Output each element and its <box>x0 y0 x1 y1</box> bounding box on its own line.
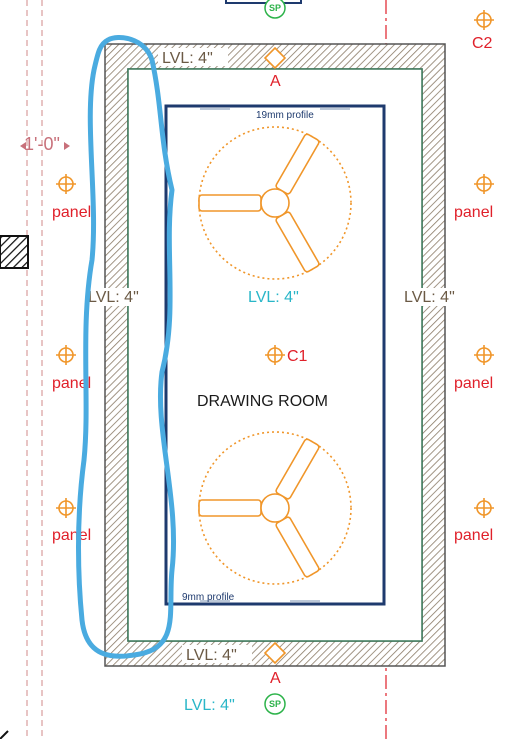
profile-label-top: 19mm profile <box>256 110 314 121</box>
level-label-top: LVL: 4" <box>162 50 213 67</box>
panel-label: panel <box>454 375 493 392</box>
top-partial-element <box>225 0 302 4</box>
corner-fragment <box>0 730 9 739</box>
sp-label-bottom: SP <box>269 699 281 709</box>
ceiling-fan-icon <box>198 126 352 280</box>
panel-light-icon <box>474 174 494 194</box>
marker-label-bottom: A <box>270 670 281 687</box>
panel-light-icon <box>56 174 76 194</box>
panel-label: panel <box>454 527 493 544</box>
annotation-markup <box>76 35 177 659</box>
panel-label: panel <box>52 204 91 221</box>
section-marker-icon <box>263 641 287 665</box>
panel-light-icon <box>474 345 494 365</box>
panel-label: panel <box>454 204 493 221</box>
light-point-icon <box>265 345 285 365</box>
sp-label-top: SP <box>269 3 281 13</box>
level-label-left: LVL: 4" <box>88 289 139 306</box>
panel-light-icon <box>474 498 494 518</box>
switch-point-icon: SP <box>264 693 286 715</box>
panel-label: panel <box>52 527 91 544</box>
panel-light-icon <box>56 498 76 518</box>
level-bg <box>182 645 252 663</box>
light-label-c2: C2 <box>472 35 493 52</box>
level-label-center: LVL: 4" <box>248 289 299 306</box>
switch-point-icon: SP <box>264 0 286 19</box>
panel-light-icon <box>56 345 76 365</box>
column-block <box>0 235 29 269</box>
room-name: DRAWING ROOM <box>197 393 328 410</box>
marker-label-top: A <box>270 73 281 90</box>
profile-label-bottom: 9mm profile <box>182 592 235 603</box>
panel-label: panel <box>52 375 91 392</box>
light-label-c1: C1 <box>287 348 308 365</box>
ceiling-fan-icon <box>198 431 352 585</box>
level-bg <box>158 48 228 66</box>
level-bg <box>402 288 464 306</box>
dimension-marker-icon <box>20 142 70 150</box>
level-bg <box>86 288 152 306</box>
light-point-icon <box>474 10 494 30</box>
level-label-below: LVL: 4" <box>184 697 235 714</box>
level-label-right: LVL: 4" <box>404 289 455 306</box>
section-marker-icon <box>263 46 287 70</box>
dimension-label: 1'-0" <box>24 134 60 154</box>
level-label-bottom: LVL: 4" <box>186 647 237 664</box>
